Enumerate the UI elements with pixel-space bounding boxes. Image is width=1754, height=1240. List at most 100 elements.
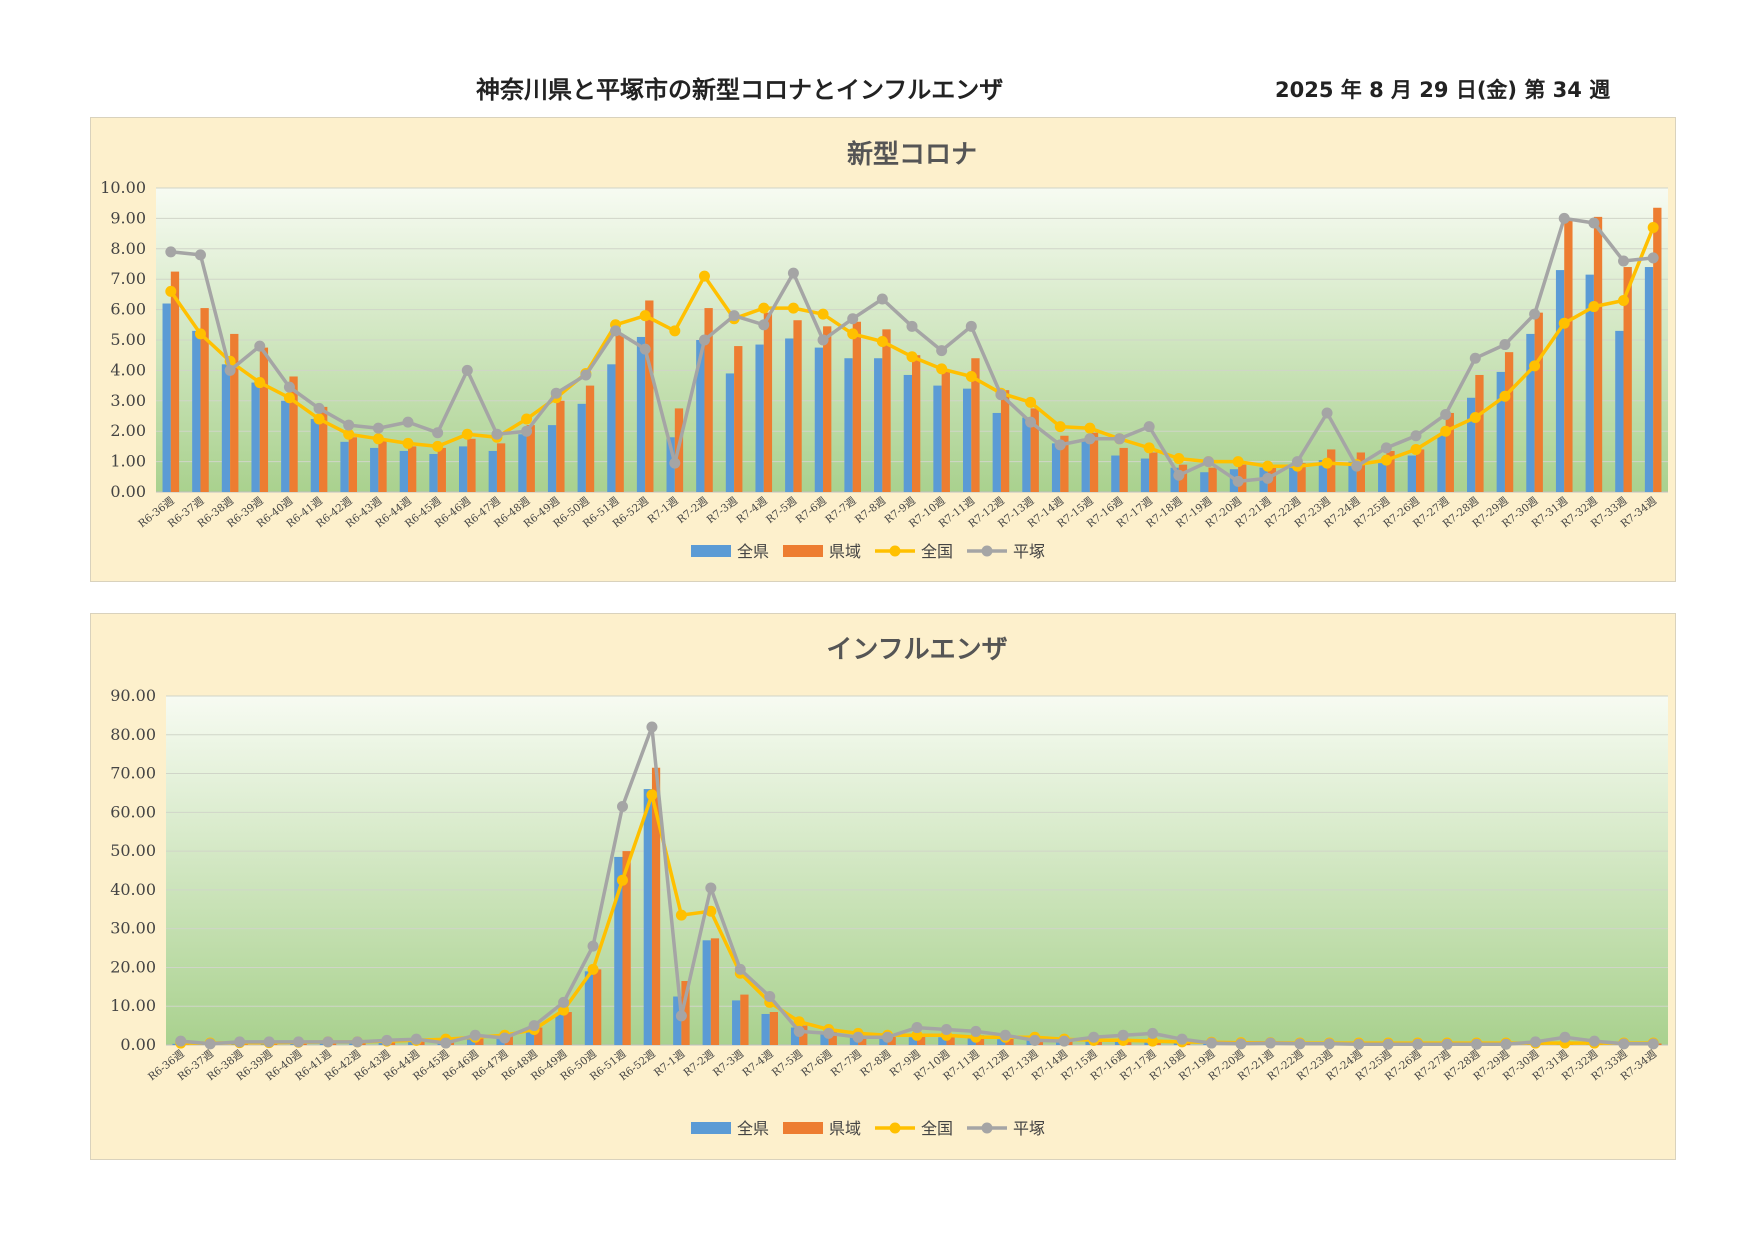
line-point <box>343 428 355 440</box>
line-point <box>906 351 918 363</box>
bar <box>585 385 595 492</box>
line-point <box>1353 1038 1365 1050</box>
line-point <box>758 319 770 331</box>
bar <box>1348 461 1357 492</box>
chart-title: インフルエンザ <box>826 635 1007 665</box>
y-tick-label: 4.00 <box>110 360 146 379</box>
plot-area <box>166 696 1668 1045</box>
line-series <box>165 212 1659 487</box>
line-point <box>469 1029 481 1041</box>
bar <box>340 441 349 492</box>
bar <box>526 425 535 492</box>
line-point <box>1262 472 1274 484</box>
bar <box>946 1035 955 1045</box>
bar <box>1356 452 1366 492</box>
line-point <box>1054 421 1066 433</box>
line-point <box>1618 294 1630 306</box>
legend-swatch <box>691 1122 731 1134</box>
line-point <box>587 940 599 952</box>
report-date: 2025 年 8 月 29 日(金) 第 34 週 <box>1275 78 1611 102</box>
line-point <box>528 1020 540 1032</box>
y-tick-label: 5.00 <box>110 330 146 349</box>
line-point <box>1440 425 1452 437</box>
y-tick-label: 20.00 <box>110 957 156 976</box>
line-point <box>911 1022 923 1034</box>
line-point <box>402 437 414 449</box>
bar <box>584 971 594 1045</box>
line-point <box>906 320 918 332</box>
line-point <box>1321 457 1333 469</box>
bar <box>734 346 743 492</box>
y-tick-label: 0.00 <box>120 1035 156 1054</box>
bar <box>755 344 764 492</box>
line-point <box>175 1035 187 1047</box>
line-point <box>852 1031 864 1043</box>
legend-label: 全県 <box>737 1119 769 1138</box>
bar <box>614 856 623 1045</box>
bar <box>408 446 417 492</box>
bar <box>1496 371 1505 492</box>
bar <box>1378 463 1387 492</box>
line-point <box>440 1037 452 1049</box>
bar <box>518 434 527 492</box>
bar-series <box>162 267 1654 492</box>
bar <box>992 412 1001 492</box>
line-point <box>1588 1035 1600 1047</box>
x-tick-label: R7-7週 <box>829 1048 865 1080</box>
line-point <box>911 1029 923 1041</box>
x-tick-label: R7-2週 <box>681 1048 717 1080</box>
y-tick-label: 6.00 <box>110 300 146 319</box>
line-point <box>432 440 444 452</box>
bar <box>673 996 682 1045</box>
influenza-chart: インフルエンザ 0.00 10.00 20.00 30.00 40.00 50.00 60.0… <box>110 635 1668 1138</box>
line-point <box>817 308 829 320</box>
line-point <box>313 413 325 425</box>
line-point <box>1351 460 1363 472</box>
bar <box>577 403 586 492</box>
bar <box>170 271 180 492</box>
line-point <box>1117 1029 1129 1041</box>
bar <box>1437 434 1446 492</box>
x-tick-label: R7-1週 <box>652 1048 688 1080</box>
bar <box>162 303 171 492</box>
y-tick-label: 0.00 <box>110 482 146 501</box>
legend-marker <box>981 545 993 557</box>
bar <box>1111 455 1120 492</box>
line-point <box>558 1004 570 1016</box>
line-point <box>204 1038 216 1050</box>
bar <box>790 1027 800 1045</box>
bar <box>192 330 201 492</box>
line-point <box>343 419 355 431</box>
bar <box>563 1012 572 1045</box>
bar <box>643 789 652 1045</box>
bar <box>1466 397 1476 492</box>
line-point <box>616 874 628 886</box>
y-tick-label: 8.00 <box>110 239 146 258</box>
line-point <box>882 1031 894 1043</box>
line-point <box>1262 460 1274 472</box>
bar <box>466 1039 476 1045</box>
line-point <box>1618 1038 1630 1050</box>
legend-marker <box>889 1122 901 1134</box>
x-tick-label: R7-3週 <box>705 495 741 527</box>
line-point <box>1147 1027 1159 1039</box>
bar <box>941 370 950 492</box>
bar <box>1030 408 1039 492</box>
bar <box>769 1012 778 1045</box>
line-point <box>876 336 888 348</box>
line-point <box>550 387 562 399</box>
bar <box>852 321 862 492</box>
line-point <box>675 909 687 921</box>
line-point <box>1029 1034 1041 1046</box>
line-point <box>1088 1031 1100 1043</box>
x-tick-label: R7-7週 <box>823 495 859 527</box>
line-point <box>936 345 948 357</box>
line-point <box>491 428 503 440</box>
line-point <box>1025 416 1037 428</box>
line-point <box>639 310 651 322</box>
bar <box>488 450 497 492</box>
bar <box>556 400 565 492</box>
bar <box>1534 312 1543 492</box>
line-point <box>283 381 295 393</box>
bar <box>704 308 713 492</box>
